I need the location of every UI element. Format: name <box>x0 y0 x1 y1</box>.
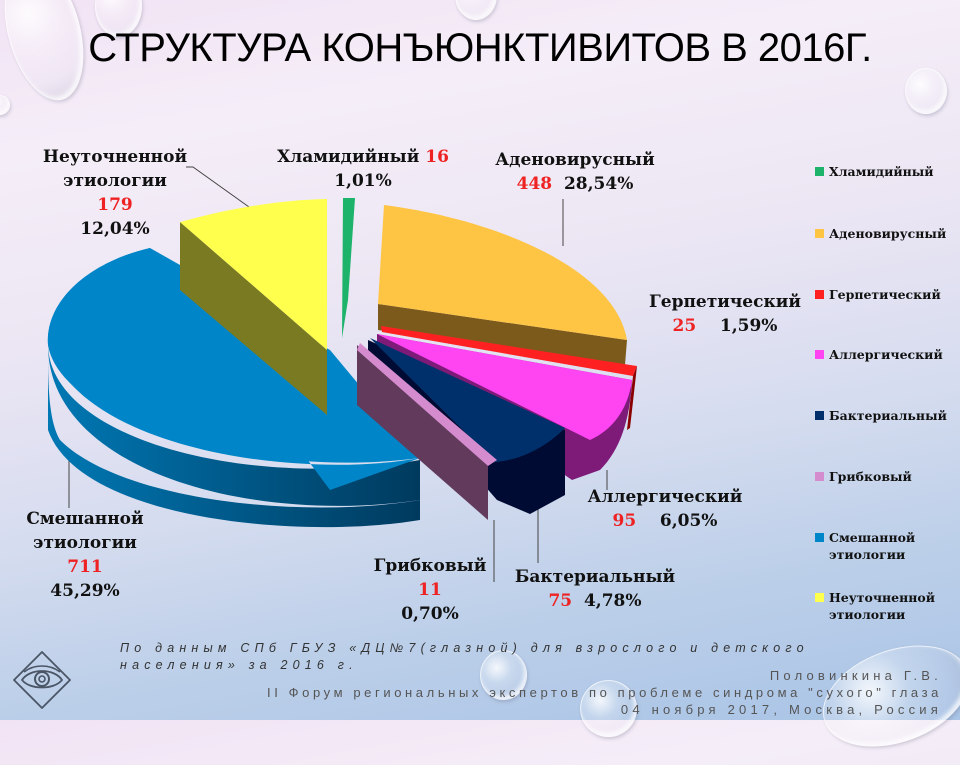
label-allergic: Аллергический 95 6,05% <box>587 487 743 531</box>
slice-fungal <box>357 343 497 466</box>
pie-chart-3d <box>47 166 637 582</box>
legend-item-mixed: Смешанной этиологии <box>815 529 935 563</box>
eye-logo-icon <box>13 651 71 709</box>
legend-item-herpes: Герпетический <box>815 286 941 303</box>
legend-item-adenovirus: Аденовирусный <box>815 225 946 242</box>
legend-swatch-icon <box>815 533 824 542</box>
label-bacterial: Бактериальный 75 4,78% <box>514 567 676 611</box>
slice-mixed-side <box>48 345 420 506</box>
water-droplet <box>480 650 527 700</box>
label-mixed: Смешанной этиологии 711 45,29% <box>26 509 144 601</box>
slide-title: СТРУКТУРА КОНЪЮНКТИВИТОВ В 2016Г. <box>88 26 872 70</box>
slice-unspecified <box>180 199 327 350</box>
label-fungal: Грибковый 11 0,70% <box>373 556 487 624</box>
legend-item-chlamydia: Хламидийный <box>815 163 934 180</box>
legend-swatch-icon <box>815 593 824 602</box>
source-note: По данным СПб ГБУЗ «ДЦ№7(глазной) для вз… <box>120 641 809 672</box>
label-unspecified: Неуточненной этиологии 179 12,04% <box>42 147 188 239</box>
slice-chlamydia <box>342 198 355 338</box>
legend-swatch-icon <box>815 229 824 238</box>
legend-swatch-icon <box>815 411 824 420</box>
slice-allergic <box>377 334 632 440</box>
label-adenovirus: Аденовирусный 448 28,54% <box>495 150 655 194</box>
legend-item-bacterial: Бактериальный <box>815 407 947 424</box>
author-name: Половинкина Г.В. <box>769 668 942 683</box>
legend-item-fungal: Грибковый <box>815 468 912 485</box>
label-chlamydia: Хламидийный 16 1,01% <box>277 147 449 191</box>
slice-bacterial <box>370 338 565 462</box>
water-droplet <box>905 68 947 114</box>
date-place: 04 ноября 2017, Москва, Россия <box>620 702 942 717</box>
legend-swatch-icon <box>815 350 824 359</box>
legend-item-unspecified: Неуточненной этиологии <box>815 589 945 623</box>
forum-name: II Форум региональных экспертов по пробл… <box>267 685 942 700</box>
slice-herpes <box>381 326 637 376</box>
label-herpes: Герпетический 25 1,59% <box>649 292 801 336</box>
legend-item-allergic: Аллергический <box>815 346 943 363</box>
leader-lines <box>68 166 608 582</box>
legend-swatch-icon <box>815 472 824 481</box>
legend-swatch-icon <box>815 167 824 176</box>
legend-swatch-icon <box>815 290 824 299</box>
slice-adenovirus <box>378 205 627 340</box>
